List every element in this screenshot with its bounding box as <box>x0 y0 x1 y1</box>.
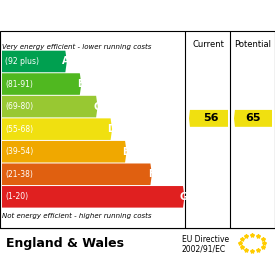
Text: F: F <box>148 169 154 179</box>
Polygon shape <box>2 73 81 95</box>
Text: A: A <box>62 57 70 67</box>
Text: G: G <box>180 192 188 202</box>
Text: 65: 65 <box>246 113 261 123</box>
Text: (1-20): (1-20) <box>5 192 28 201</box>
Text: D: D <box>107 124 115 134</box>
Polygon shape <box>189 110 228 127</box>
Text: Current: Current <box>192 40 224 49</box>
Polygon shape <box>2 164 152 185</box>
Polygon shape <box>2 141 126 163</box>
Polygon shape <box>234 110 272 127</box>
Text: Very energy efficient - lower running costs: Very energy efficient - lower running co… <box>2 44 151 50</box>
Text: (92 plus): (92 plus) <box>5 57 39 66</box>
Text: 56: 56 <box>203 113 218 123</box>
Text: (21-38): (21-38) <box>5 170 33 179</box>
Text: E: E <box>122 147 129 157</box>
Polygon shape <box>2 186 185 208</box>
Text: EU Directive: EU Directive <box>182 235 229 244</box>
Text: (69-80): (69-80) <box>5 102 33 111</box>
Text: Potential: Potential <box>234 40 271 49</box>
Text: (55-68): (55-68) <box>5 125 33 134</box>
Text: (39-54): (39-54) <box>5 147 33 156</box>
Text: (81-91): (81-91) <box>5 79 33 88</box>
Polygon shape <box>2 96 98 117</box>
Text: C: C <box>93 102 100 112</box>
Text: B: B <box>77 79 84 89</box>
Text: 2002/91/EC: 2002/91/EC <box>182 244 225 253</box>
Text: Not energy efficient - higher running costs: Not energy efficient - higher running co… <box>2 213 152 220</box>
Polygon shape <box>2 51 67 72</box>
Text: Energy Efficiency Rating: Energy Efficiency Rating <box>33 8 242 23</box>
Polygon shape <box>2 118 112 140</box>
Text: England & Wales: England & Wales <box>6 237 123 250</box>
